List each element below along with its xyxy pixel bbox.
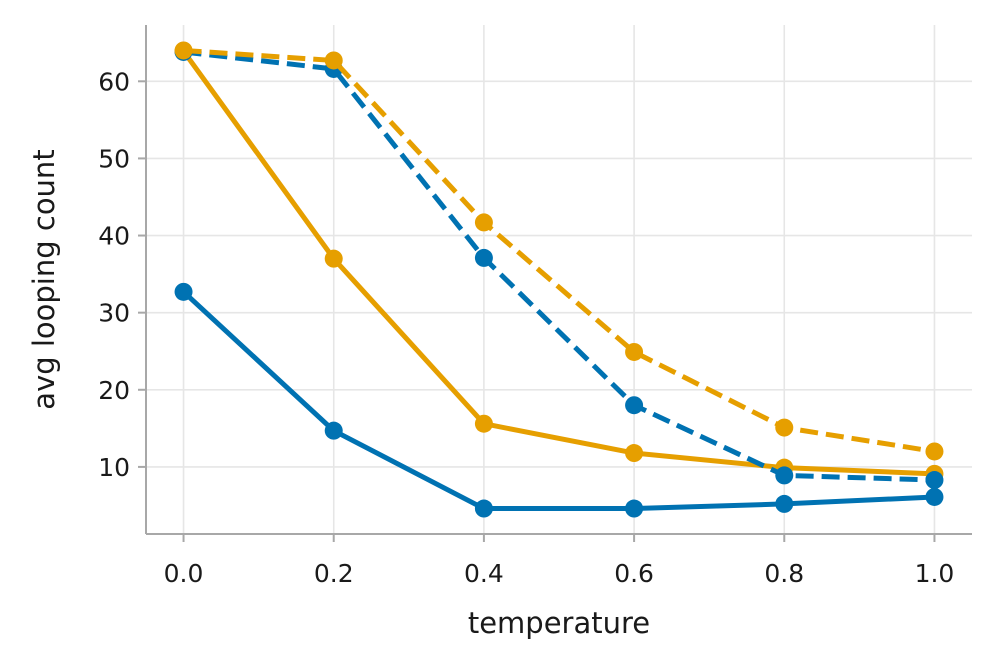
series-line xyxy=(181,49,935,477)
data-point xyxy=(775,466,794,485)
x-axis-title: temperature xyxy=(468,606,650,640)
series-blue-solid xyxy=(174,282,944,518)
plot-area xyxy=(174,41,944,518)
y-tick-label: 30 xyxy=(98,299,130,328)
series-blue-dashed xyxy=(174,42,944,490)
data-point xyxy=(925,471,944,490)
data-point xyxy=(174,282,193,301)
data-point xyxy=(174,41,193,60)
series-line xyxy=(183,47,935,454)
y-tick-label: 10 xyxy=(98,453,130,482)
data-point xyxy=(925,487,944,506)
grid xyxy=(146,25,972,534)
data-point xyxy=(625,342,644,361)
x-axis-ticks: 0.0 0.2 0.4 0.6 0.8 1.0 xyxy=(164,534,955,588)
y-axis-title: avg looping count xyxy=(27,149,61,409)
axes xyxy=(145,25,972,535)
series-line xyxy=(181,290,935,512)
x-tick-label: 0.6 xyxy=(614,559,654,588)
series-orange-dashed xyxy=(174,41,944,461)
series-line xyxy=(183,49,935,483)
data-point xyxy=(625,396,644,415)
data-point xyxy=(625,499,644,518)
series-orange-solid xyxy=(174,42,944,483)
data-point xyxy=(324,249,343,268)
y-tick-label: 40 xyxy=(98,222,130,251)
data-point xyxy=(775,494,794,513)
data-point xyxy=(474,248,493,267)
x-tick-label: 0.0 xyxy=(164,559,204,588)
data-point xyxy=(474,499,493,518)
data-point xyxy=(625,444,644,463)
x-tick-label: 0.4 xyxy=(464,559,504,588)
data-point xyxy=(775,418,794,437)
data-point xyxy=(324,51,343,70)
x-tick-label: 0.2 xyxy=(314,559,354,588)
y-tick-label: 60 xyxy=(98,67,130,96)
data-point xyxy=(474,213,493,232)
data-point xyxy=(324,421,343,440)
y-axis-ticks: 10 20 30 40 50 60 xyxy=(98,67,146,482)
x-tick-label: 0.8 xyxy=(764,559,804,588)
x-tick-label: 1.0 xyxy=(915,559,955,588)
y-tick-label: 20 xyxy=(98,376,130,405)
data-point xyxy=(474,414,493,433)
data-point xyxy=(925,442,944,461)
y-tick-label: 50 xyxy=(98,144,130,173)
